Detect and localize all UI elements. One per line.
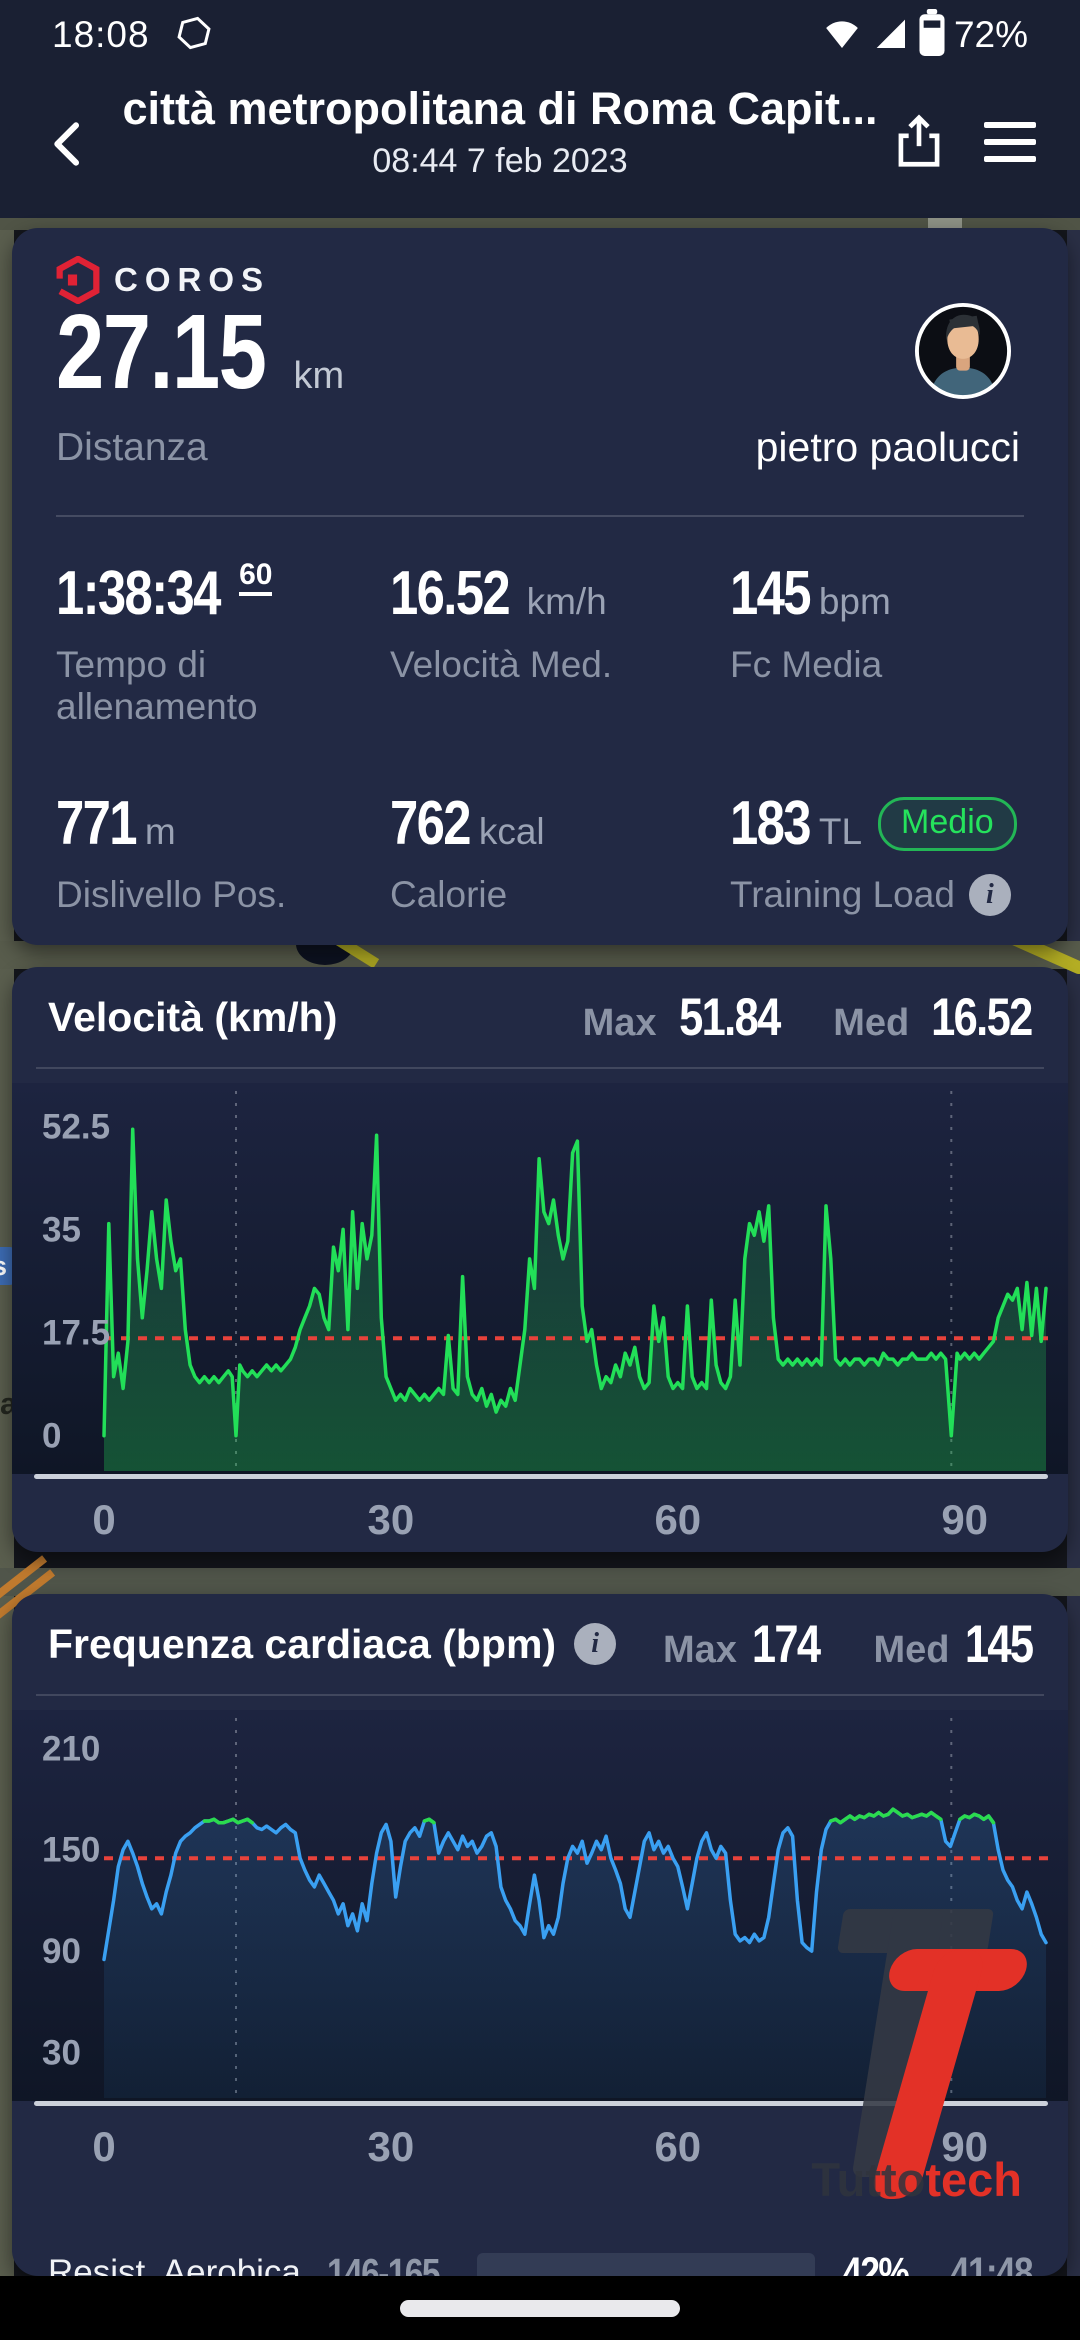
svg-text:35: 35: [42, 1210, 81, 1249]
svg-text:150: 150: [42, 1831, 100, 1870]
battery-percent: 72%: [953, 14, 1028, 55]
stat-label: Tempo di allenamento: [56, 644, 258, 727]
stat-unit: m: [144, 811, 176, 852]
top-bar: 18:08 72% città metr: [0, 0, 1080, 218]
max-speed-value: 51.84: [678, 987, 781, 1047]
svg-text:210: 210: [42, 1729, 100, 1768]
stat-value: 145: [730, 559, 812, 628]
avatar[interactable]: [914, 302, 1012, 400]
coros-hexagon-icon: [56, 256, 100, 304]
divider: [36, 1067, 1044, 1069]
home-indicator[interactable]: [400, 2300, 680, 2317]
stat-label: Training Load i: [730, 874, 1038, 916]
app-bar: città metropolitana di Roma Capit... 08:…: [0, 70, 1080, 218]
distance-unit: km: [293, 355, 345, 397]
menu-button[interactable]: [984, 122, 1036, 162]
stat-fraction-seconds: 60: [239, 558, 273, 596]
map-gap-top: [0, 218, 1080, 230]
map-road-shield: s: [0, 1247, 15, 1285]
stat-elevation-gain: 771 m Dislivello Pos.: [56, 788, 390, 916]
max-label: Max: [662, 1628, 737, 1671]
svg-text:0: 0: [92, 1496, 115, 1543]
max-hr-value: 174: [751, 1614, 821, 1674]
svg-text:30: 30: [368, 1496, 415, 1543]
svg-text:0: 0: [92, 2123, 115, 2170]
coros-wordmark: COROS: [114, 261, 271, 298]
svg-text:90: 90: [42, 1932, 81, 1971]
max-label: Max: [582, 1001, 657, 1044]
speed-chart[interactable]: 0 17.5 35 52.5 0 30 60 90: [12, 1083, 1068, 1543]
stat-value: 771: [56, 789, 138, 858]
user-name: pietro paolucci: [755, 424, 1020, 470]
coros-logo: COROS: [56, 256, 270, 304]
map-gap-middle: [0, 923, 1080, 976]
stat-unit: km/h: [526, 581, 607, 622]
info-icon[interactable]: i: [574, 1623, 617, 1665]
wifi-icon: [822, 13, 862, 58]
med-label: Med: [833, 1001, 910, 1044]
training-load-badge: Medio: [878, 797, 1017, 851]
map-road: [928, 218, 962, 230]
divider: [36, 1694, 1044, 1696]
back-button[interactable]: [34, 106, 104, 182]
stat-unit: bpm: [818, 581, 891, 622]
hr-chart[interactable]: 30 90 150 210 0 30 60 90: [12, 1710, 1068, 2170]
distance-value: 27.15: [56, 293, 267, 411]
stat-label: Dislivello Pos.: [56, 874, 287, 915]
stat-label: Calorie: [390, 874, 508, 915]
stats-grid: 1:38:34 60 Tempo di allenamento 16.52 km…: [56, 558, 1038, 916]
cellular-signal-icon: [870, 13, 910, 58]
stat-label: Fc Media: [730, 644, 883, 685]
svg-text:90: 90: [941, 1496, 988, 1543]
stat-value: 16.52: [390, 559, 511, 628]
svg-text:0: 0: [42, 1417, 61, 1456]
share-button[interactable]: [888, 110, 950, 177]
map-right-gutter: [1067, 218, 1080, 2276]
divider: [56, 515, 1024, 517]
stat-training-time: 1:38:34 60 Tempo di allenamento: [56, 558, 390, 728]
svg-text:30: 30: [42, 2033, 81, 2072]
distance-label: Distanza: [56, 426, 208, 469]
system-nav-bar: [0, 2276, 1080, 2340]
stat-training-load: 183 TL Medio Training Load i: [730, 788, 1038, 916]
hr-chart-title: Frequenza cardiaca (bpm): [48, 1620, 557, 1667]
notification-hexagon-icon: [176, 15, 212, 56]
stat-value: 183: [730, 789, 812, 858]
stat-avg-hr: 145 bpm Fc Media: [730, 558, 1038, 728]
stat-value: 1:38:34: [56, 559, 221, 628]
med-speed-value: 16.52: [931, 987, 1033, 1047]
stat-label: Velocità Med.: [390, 644, 613, 685]
speed-chart-title: Velocità (km/h): [48, 993, 338, 1040]
info-icon[interactable]: i: [968, 874, 1011, 916]
battery-icon: [918, 8, 946, 62]
stat-unit: kcal: [478, 811, 545, 852]
hr-chart-card: Frequenza cardiaca (bpm) i Max 174 Med 1…: [12, 1594, 1068, 2276]
stat-calories: 762 kcal Calorie: [390, 788, 730, 916]
svg-text:30: 30: [368, 2123, 415, 2170]
med-hr-value: 145: [964, 1614, 1033, 1674]
svg-text:90: 90: [941, 2123, 988, 2170]
svg-text:52.5: 52.5: [42, 1107, 110, 1146]
svg-text:60: 60: [654, 2123, 701, 2170]
page-title: città metropolitana di Roma Capit...: [122, 83, 878, 134]
stat-unit: TL: [818, 811, 863, 852]
svg-text:60: 60: [654, 1496, 701, 1543]
activity-datetime: 08:44 7 feb 2023: [372, 142, 628, 180]
clock: 18:08: [52, 14, 150, 55]
med-label: Med: [873, 1628, 950, 1671]
stat-avg-speed: 16.52 km/h Velocità Med.: [390, 558, 730, 728]
stat-value: 762: [390, 789, 472, 858]
map-gap-lower: [0, 1555, 1080, 1619]
speed-chart-card: Velocità (km/h) Max 51.84 Med 16.52 0 17.…: [12, 967, 1068, 1552]
status-bar: 18:08 72%: [0, 0, 1080, 70]
svg-text:17.5: 17.5: [42, 1314, 110, 1353]
summary-card: COROS 27.15 km Distanza pietro paolucci: [12, 228, 1068, 945]
